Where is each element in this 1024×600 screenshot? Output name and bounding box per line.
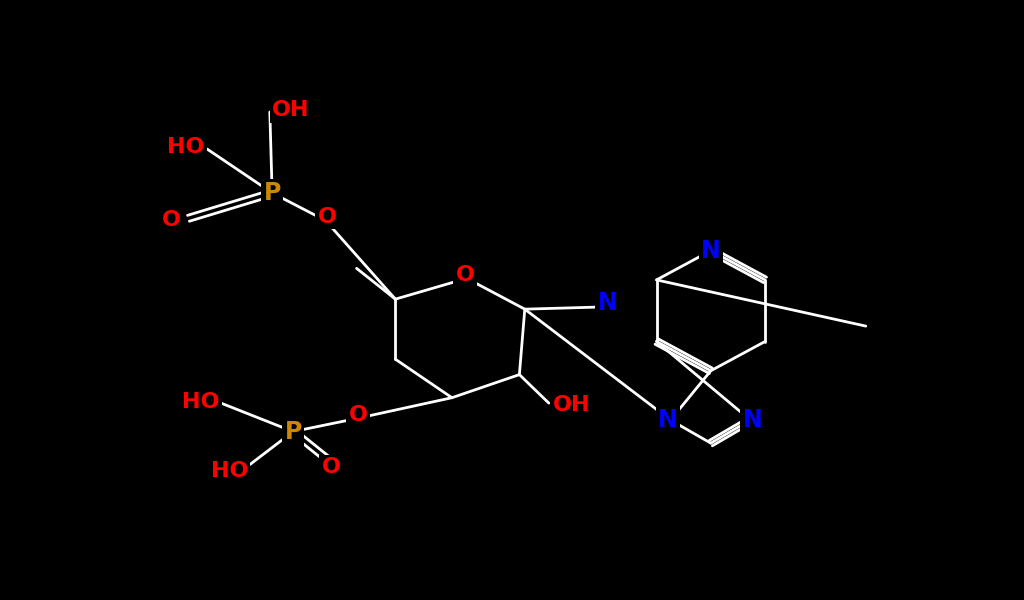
Text: OH: OH [272,100,309,121]
Text: HO: HO [182,392,219,412]
Text: O: O [317,207,337,227]
Text: O: O [349,404,368,425]
Text: N: N [658,408,678,432]
Text: P: P [263,181,281,205]
Text: N: N [598,291,617,315]
Text: HO: HO [167,137,205,157]
Text: O: O [456,265,475,284]
Text: HO: HO [211,461,248,481]
Text: O: O [322,457,341,477]
Text: P: P [285,419,302,443]
Text: OH: OH [553,395,590,415]
Text: N: N [742,408,763,432]
Text: O: O [162,210,180,230]
Text: N: N [700,239,721,263]
